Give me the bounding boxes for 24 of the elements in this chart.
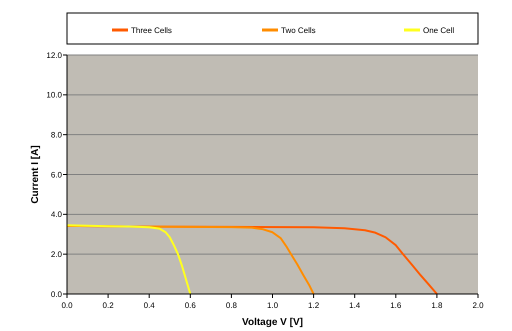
legend-label: One Cell xyxy=(423,26,454,35)
x-tick-label: 1.4 xyxy=(349,301,361,310)
y-tick-label: 2.0 xyxy=(50,250,63,259)
y-tick-label: 12.0 xyxy=(46,50,63,60)
y-tick-label: 6.0 xyxy=(50,170,63,180)
x-tick-label: 1.2 xyxy=(308,301,320,310)
x-tick-label: 0.4 xyxy=(144,301,156,310)
legend-label: Three Cells xyxy=(131,26,172,35)
line-series xyxy=(66,224,192,295)
y-tick-label: 0.0 xyxy=(50,290,63,299)
x-tick-label: 1.8 xyxy=(431,301,444,310)
x-tick-label: 1.0 xyxy=(266,301,279,310)
legend-label: Two Cells xyxy=(281,26,316,35)
y-tick-label: 4.0 xyxy=(50,210,63,220)
x-tick-label: 2.0 xyxy=(472,301,484,310)
x-axis-title: Voltage V [V] xyxy=(242,317,303,328)
x-tick-label: 0.0 xyxy=(61,301,74,310)
x-tick-label: 1.6 xyxy=(390,301,402,310)
y-axis-title: Current I [A] xyxy=(30,145,41,204)
x-tick-label: 0.8 xyxy=(226,301,238,310)
x-tick-label: 0.2 xyxy=(102,301,114,310)
y-tick-label: 10.0 xyxy=(46,90,63,100)
y-tick-label: 8.0 xyxy=(50,130,63,140)
x-tick-label: 0.6 xyxy=(184,301,196,310)
